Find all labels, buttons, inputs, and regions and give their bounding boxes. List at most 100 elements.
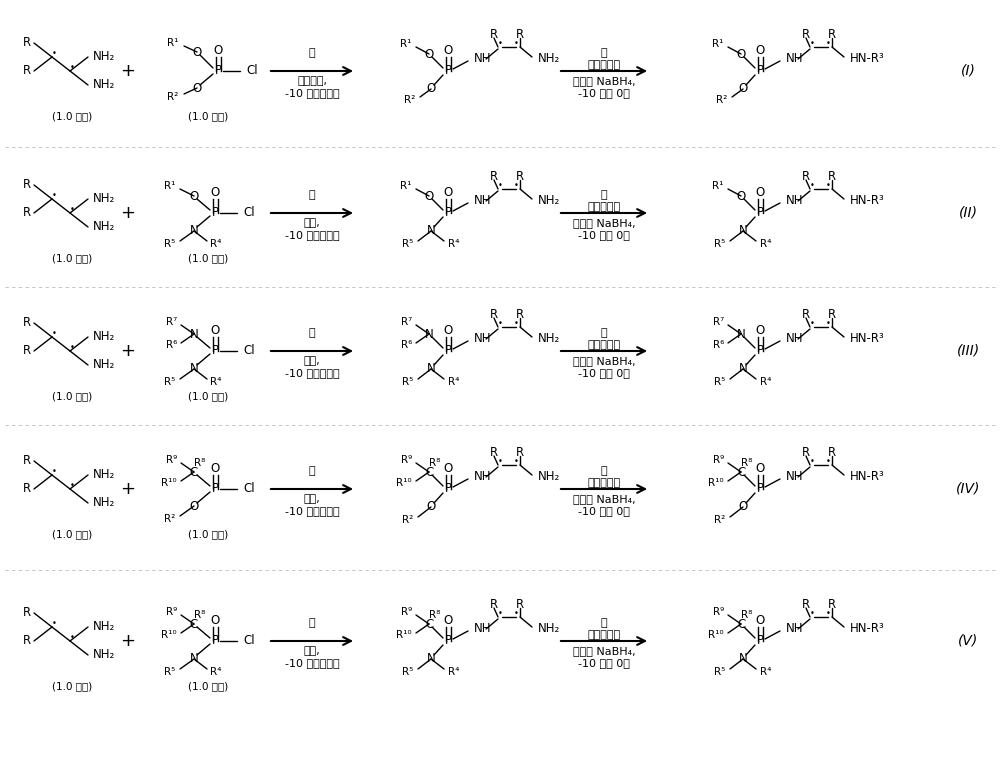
Text: +: + xyxy=(120,480,136,498)
Text: •: • xyxy=(52,619,56,629)
Text: •: • xyxy=(498,456,502,466)
Text: -10 度到室温下: -10 度到室温下 xyxy=(285,88,339,98)
Text: O: O xyxy=(210,462,220,476)
Text: 碘: 碘 xyxy=(309,48,315,58)
Text: •: • xyxy=(514,608,518,618)
Text: HN-R³: HN-R³ xyxy=(850,195,885,207)
Text: N: N xyxy=(737,327,745,341)
Text: (1.0 当量): (1.0 当量) xyxy=(52,111,92,121)
Text: HN-R³: HN-R³ xyxy=(850,470,885,483)
Text: NH₂: NH₂ xyxy=(93,621,115,633)
Text: 醒: 醒 xyxy=(601,466,607,476)
Text: R⁹: R⁹ xyxy=(713,607,724,617)
Text: C: C xyxy=(737,466,745,479)
Text: (I): (I) xyxy=(961,64,975,78)
Text: NH₂: NH₂ xyxy=(538,470,560,483)
Text: P: P xyxy=(444,635,452,647)
Text: NH₂: NH₂ xyxy=(93,331,115,344)
Text: P: P xyxy=(212,206,218,220)
Text: 醒: 醒 xyxy=(601,48,607,58)
Text: R: R xyxy=(516,598,524,611)
Text: •: • xyxy=(826,608,830,618)
Text: 碘: 碘 xyxy=(309,190,315,200)
Text: R²: R² xyxy=(402,515,413,525)
Text: 碘: 碘 xyxy=(309,466,315,476)
Text: P: P xyxy=(444,483,452,496)
Text: R⁷: R⁷ xyxy=(713,317,724,327)
Text: R⁴: R⁴ xyxy=(210,667,221,677)
Text: NH: NH xyxy=(786,53,804,65)
Text: •: • xyxy=(514,181,518,189)
Text: 然后加 NaBH₄,: 然后加 NaBH₄, xyxy=(573,646,635,656)
Text: R⁷: R⁷ xyxy=(166,317,177,327)
Text: O: O xyxy=(443,615,453,628)
Text: R²: R² xyxy=(716,95,727,105)
Text: R⁵: R⁵ xyxy=(402,239,413,249)
Text: O: O xyxy=(755,44,765,57)
Text: 然后加 NaBH₄,: 然后加 NaBH₄, xyxy=(573,494,635,504)
Text: 乙醇，回流: 乙醇，回流 xyxy=(587,60,621,70)
Text: NH₂: NH₂ xyxy=(93,649,115,661)
Text: R: R xyxy=(490,446,498,459)
Text: R⁸: R⁸ xyxy=(194,458,205,468)
Text: (II): (II) xyxy=(958,206,978,220)
Text: NH₂: NH₂ xyxy=(93,497,115,510)
Text: R⁸: R⁸ xyxy=(194,610,205,620)
Text: NH: NH xyxy=(474,195,492,207)
Text: -10 度到室温下: -10 度到室温下 xyxy=(285,230,339,240)
Text: R⁸: R⁸ xyxy=(741,610,752,620)
Text: NH: NH xyxy=(786,332,804,345)
Text: (1.0 当量): (1.0 当量) xyxy=(52,391,92,401)
Text: C: C xyxy=(737,618,745,630)
Text: Cl: Cl xyxy=(243,483,255,496)
Text: R⁹: R⁹ xyxy=(166,455,177,465)
Text: R: R xyxy=(828,171,836,183)
Text: O: O xyxy=(736,189,746,203)
Text: 乙醇，回流: 乙醇，回流 xyxy=(587,340,621,350)
Text: O: O xyxy=(755,462,765,476)
Text: Cl: Cl xyxy=(243,345,255,358)
Text: C: C xyxy=(190,618,198,630)
Text: R¹: R¹ xyxy=(164,181,175,191)
Text: Cl: Cl xyxy=(243,635,255,647)
Text: •: • xyxy=(810,318,814,327)
Text: N: N xyxy=(739,653,747,666)
Text: R⁶: R⁶ xyxy=(401,340,412,350)
Text: NH: NH xyxy=(474,622,492,636)
Text: •: • xyxy=(810,608,814,618)
Text: NH₂: NH₂ xyxy=(93,78,115,92)
Text: N: N xyxy=(739,362,747,376)
Text: R⁵: R⁵ xyxy=(714,239,725,249)
Text: R: R xyxy=(490,171,498,183)
Text: •: • xyxy=(826,456,830,466)
Text: HN-R³: HN-R³ xyxy=(850,622,885,636)
Text: R⁵: R⁵ xyxy=(402,377,413,387)
Text: O: O xyxy=(210,615,220,628)
Text: •: • xyxy=(826,318,830,327)
Text: NH: NH xyxy=(786,195,804,207)
Text: R: R xyxy=(23,635,31,647)
Text: R⁴: R⁴ xyxy=(448,377,459,387)
Text: O: O xyxy=(738,82,748,95)
Text: -10 度到室温下: -10 度到室温下 xyxy=(285,368,339,378)
Text: +: + xyxy=(120,62,136,80)
Text: P: P xyxy=(757,483,764,496)
Text: 醒: 醒 xyxy=(601,328,607,338)
Text: N: N xyxy=(427,362,435,376)
Text: R⁹: R⁹ xyxy=(166,607,177,617)
Text: C: C xyxy=(190,466,198,479)
Text: O: O xyxy=(424,47,434,61)
Text: •: • xyxy=(70,481,74,490)
Text: -10 度到 0度: -10 度到 0度 xyxy=(578,658,630,668)
Text: O: O xyxy=(738,501,748,514)
Text: P: P xyxy=(212,345,218,358)
Text: R: R xyxy=(516,29,524,41)
Text: •: • xyxy=(498,181,502,189)
Text: 溶剂,: 溶剂, xyxy=(304,494,320,504)
Text: P: P xyxy=(757,345,764,358)
Text: NH₂: NH₂ xyxy=(538,195,560,207)
Text: R: R xyxy=(23,64,31,78)
Text: +: + xyxy=(120,342,136,360)
Text: R⁵: R⁵ xyxy=(402,667,413,677)
Text: (V): (V) xyxy=(958,634,978,648)
